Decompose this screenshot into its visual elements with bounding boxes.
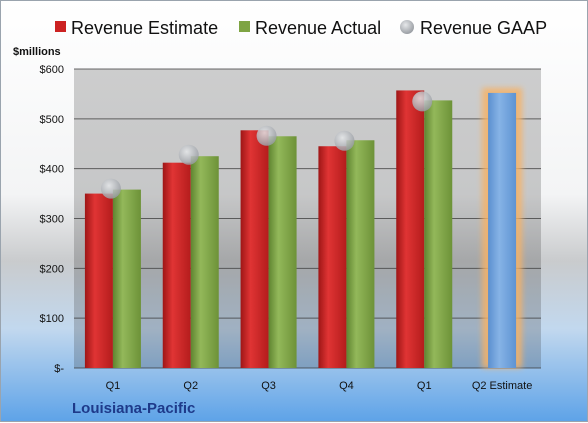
legend-swatch-estimate (55, 21, 66, 32)
gaap-marker (334, 130, 355, 151)
y-tick-label: $- (54, 363, 64, 375)
bar-revenue-actual (112, 189, 141, 368)
bar-q2-estimate (488, 92, 517, 369)
x-tick-label: Q4 (339, 380, 354, 392)
legend-swatch-gaap (400, 20, 414, 34)
bar-revenue-estimate (396, 90, 425, 368)
y-axis-unit-label: $millions (13, 46, 61, 58)
bar-revenue-actual (424, 100, 453, 369)
gaap-marker (100, 178, 121, 199)
y-tick-label: $400 (40, 164, 64, 176)
gaap-marker (256, 125, 277, 146)
y-tick-label: $600 (40, 64, 64, 76)
x-axis-ticks: Q1 Q2 Q3 Q4 Q1 Q2 Estimate (106, 380, 533, 392)
bar-revenue-actual (346, 140, 375, 368)
gridlines (74, 68, 541, 369)
y-tick-label: $100 (40, 313, 64, 325)
legend-label-estimate: Revenue Estimate (71, 18, 218, 38)
x-tick-label: Q3 (261, 380, 276, 392)
y-tick-label: $500 (40, 114, 64, 126)
bar-revenue-estimate (240, 130, 269, 368)
x-tick-label: Q1 (106, 380, 121, 392)
legend-label-actual: Revenue Actual (255, 18, 381, 38)
legend-swatch-actual (239, 21, 250, 32)
legend-label-gaap: Revenue GAAP (420, 18, 547, 38)
gaap-markers (100, 91, 433, 199)
bar-revenue-actual (268, 136, 297, 368)
bar-revenue-estimate (318, 146, 347, 368)
legend: Revenue Estimate Revenue Actual Revenue … (55, 18, 547, 38)
y-axis-ticks: $- $100 $200 $300 $400 $500 $600 (40, 64, 65, 375)
bars (84, 87, 523, 369)
x-tick-label: Q2 Estimate (472, 380, 533, 392)
gaap-marker (178, 144, 199, 165)
y-tick-label: $300 (40, 214, 64, 226)
gaap-marker (412, 91, 433, 112)
x-tick-label: Q1 (417, 380, 432, 392)
bar-revenue-actual (190, 156, 219, 368)
bar-revenue-estimate (162, 162, 191, 368)
x-tick-label: Q2 (183, 380, 198, 392)
bar-revenue-estimate (84, 193, 113, 368)
company-name: Louisiana-Pacific (72, 400, 195, 417)
y-tick-label: $200 (40, 263, 64, 275)
